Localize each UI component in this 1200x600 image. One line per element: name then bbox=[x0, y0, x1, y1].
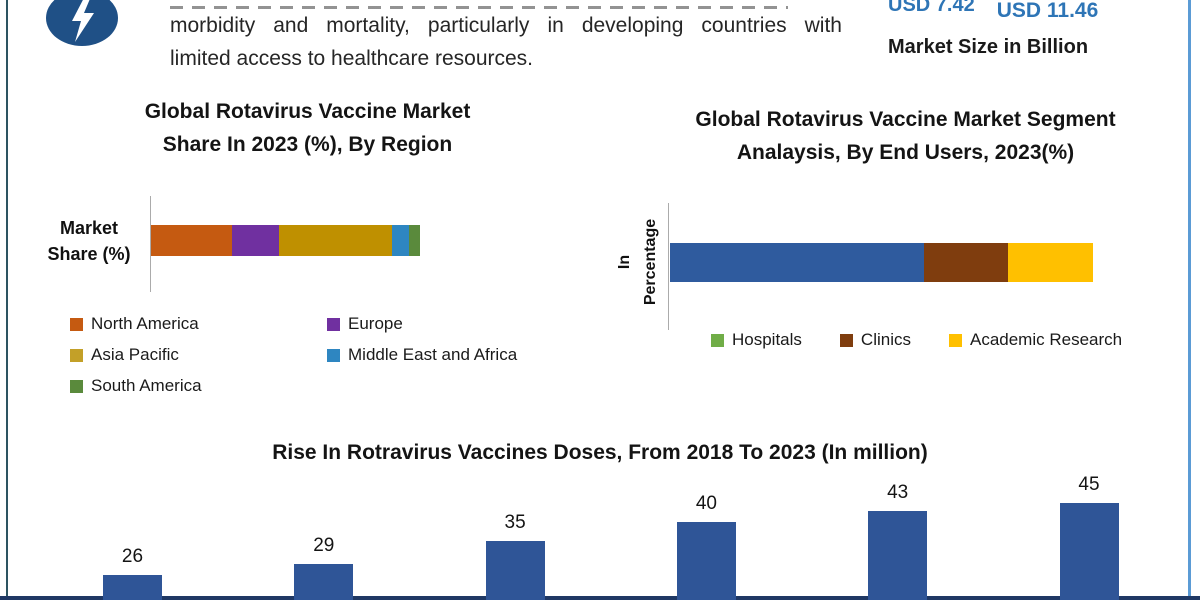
dose-value-label-2021: 40 bbox=[695, 493, 717, 514]
legend-label: Hospitals bbox=[732, 330, 802, 349]
legend-label: North America bbox=[91, 314, 199, 333]
end-users-chart-ylabel: In Percentage bbox=[616, 218, 659, 306]
frame-border-right bbox=[1188, 0, 1191, 600]
end-users-chart-title: Global Rotavirus Vaccine Market Segment … bbox=[695, 108, 1116, 164]
dose-value-label-2023: 45 bbox=[1078, 474, 1100, 495]
market-size-block: USD 7.42 USD 11.46 Market Size in Billio… bbox=[888, 0, 1188, 59]
south-america-swatch-icon bbox=[70, 379, 83, 393]
legend-label: South America bbox=[91, 376, 202, 395]
end-users-chart-axis-line bbox=[668, 203, 669, 330]
market-size-start-value: USD 7.42 bbox=[888, 0, 975, 16]
bar-segment-academic-research bbox=[1008, 243, 1093, 282]
dose-value-label-2018: 26 bbox=[121, 546, 144, 568]
dose-bar-2022 bbox=[868, 510, 928, 600]
intro-paragraph: morbidity and mortality, particularly in… bbox=[170, 0, 842, 75]
clinics-swatch-icon bbox=[839, 333, 853, 347]
legend-label: Middle East and Africa bbox=[348, 345, 518, 364]
legend-item-europe: Europe bbox=[327, 314, 517, 334]
bar-segment-asia-pacific bbox=[278, 225, 392, 256]
market-size-values: USD 7.42 USD 11.46 bbox=[888, 0, 1188, 22]
legend-item-clinics: Clinics bbox=[839, 330, 911, 350]
region-chart-axis-line bbox=[150, 196, 151, 292]
middle-east-africa-swatch-icon bbox=[327, 348, 340, 362]
region-chart-title: Global Rotavirus Vaccine Market Share In… bbox=[144, 100, 471, 156]
dose-bar-2023 bbox=[1059, 503, 1119, 600]
frame-border-bottom bbox=[0, 596, 1200, 600]
asia-pacific-swatch-icon bbox=[70, 348, 83, 362]
legend-item-south-america: South America bbox=[70, 376, 202, 396]
bar-segment-south-america bbox=[409, 225, 420, 256]
dose-bar-2018 bbox=[103, 575, 162, 600]
market-size-end-value: USD 11.46 bbox=[996, 0, 1099, 22]
region-chart-ylabel: Market Share (%) bbox=[47, 218, 131, 264]
clipped-text-remnant bbox=[170, 0, 842, 9]
frame-border-left bbox=[6, 0, 8, 600]
dose-bar-2021 bbox=[676, 522, 736, 600]
doses-chart-title: Rise In Rotravirus Vaccines Doses, From … bbox=[272, 441, 928, 464]
hospitals-swatch-icon bbox=[711, 333, 724, 347]
legend-label: Academic Research bbox=[969, 330, 1123, 349]
legend-item-north-america: North America bbox=[70, 314, 202, 334]
intro-line-1: morbidity and mortality, particularly in… bbox=[170, 14, 842, 37]
legend-label: Europe bbox=[348, 314, 403, 333]
market-size-caption: Market Size in Billion bbox=[888, 36, 1089, 58]
bar-segment-europe bbox=[231, 225, 279, 256]
bar-segment-north-america bbox=[151, 225, 232, 256]
legend-label: Clinics bbox=[860, 330, 911, 349]
region-legend-column-1: North America Asia Pacific South America bbox=[70, 314, 202, 396]
dose-value-label-2019: 29 bbox=[313, 534, 335, 556]
dose-value-label-2020: 35 bbox=[504, 512, 526, 533]
academic-research-swatch-icon bbox=[948, 333, 962, 347]
dose-bar-2020 bbox=[485, 541, 545, 600]
europe-swatch-icon bbox=[327, 317, 340, 331]
legend-item-hospitals: Hospitals bbox=[711, 330, 802, 350]
end-users-legend: Hospitals Clinics Academic Research bbox=[711, 330, 1122, 350]
bar-segment-hospitals bbox=[670, 243, 924, 282]
legend-item-asia-pacific: Asia Pacific bbox=[70, 345, 202, 365]
bar-segment-clinics bbox=[923, 243, 1009, 282]
north-america-swatch-icon bbox=[70, 317, 83, 331]
legend-item-academic-research: Academic Research bbox=[948, 330, 1123, 350]
region-legend-column-2: Europe Middle East and Africa bbox=[327, 314, 517, 365]
lightning-icon bbox=[46, 0, 118, 46]
legend-item-middle-east-and-africa: Middle East and Africa bbox=[327, 345, 517, 365]
legend-label: Asia Pacific bbox=[91, 345, 179, 364]
end-users-stacked-bar bbox=[670, 243, 1093, 282]
region-stacked-bar bbox=[151, 225, 420, 256]
dose-value-label-2022: 43 bbox=[887, 481, 909, 503]
intro-line-2: limited access to healthcare resources. bbox=[170, 47, 533, 70]
bar-segment-middle-east-and-africa bbox=[391, 225, 410, 256]
dose-bar-2019 bbox=[294, 563, 354, 600]
